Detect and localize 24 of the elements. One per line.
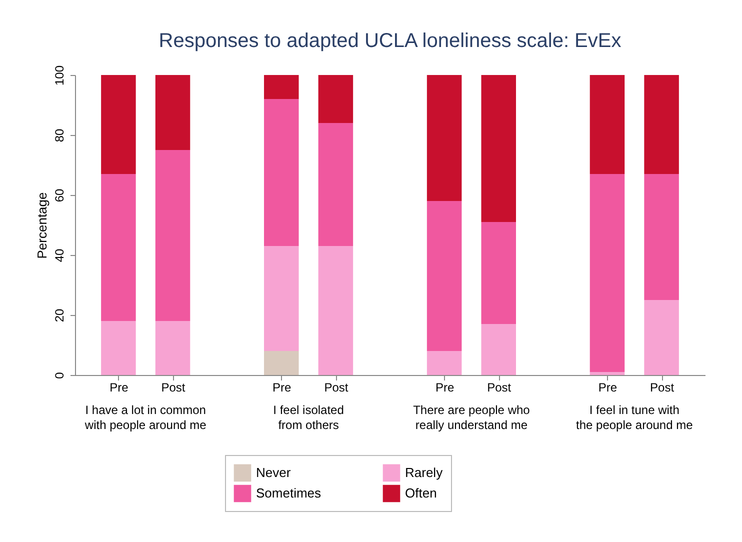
x-tick-label: Pre (110, 380, 129, 394)
x-tick-label: Post (161, 380, 186, 394)
y-tick-label: 100 (52, 65, 66, 86)
text: I feel isolated from others (273, 403, 344, 432)
x-tick-label: Post (324, 380, 349, 394)
y-tick-label: 80 (52, 128, 66, 142)
y-tick-label: 0 (52, 372, 66, 379)
y-axis-title: Percentage (34, 192, 50, 259)
x-tick-label: Post (487, 380, 512, 394)
legend-label: Sometimes (256, 486, 322, 500)
legend-label: Often (405, 486, 437, 500)
chart-title: Responses to adapted UCLA loneliness scale: EvEx (158, 30, 622, 52)
legend-label: Never (256, 464, 292, 480)
y-tick-label: 20 (52, 308, 66, 322)
text: I have a lot in common with people around me (84, 403, 207, 432)
text: There are people who really understand me (413, 403, 530, 432)
text: I feel in tune with the people around me (576, 403, 694, 432)
legend-label: Rarely (405, 464, 444, 480)
x-tick-label: Pre (272, 380, 292, 394)
x-tick-label: Pre (435, 380, 454, 394)
x-tick-label: Post (650, 380, 675, 394)
y-tick-label: 60 (52, 188, 66, 202)
x-tick-label: Pre (598, 380, 618, 394)
y-tick-label: 40 (52, 248, 66, 262)
